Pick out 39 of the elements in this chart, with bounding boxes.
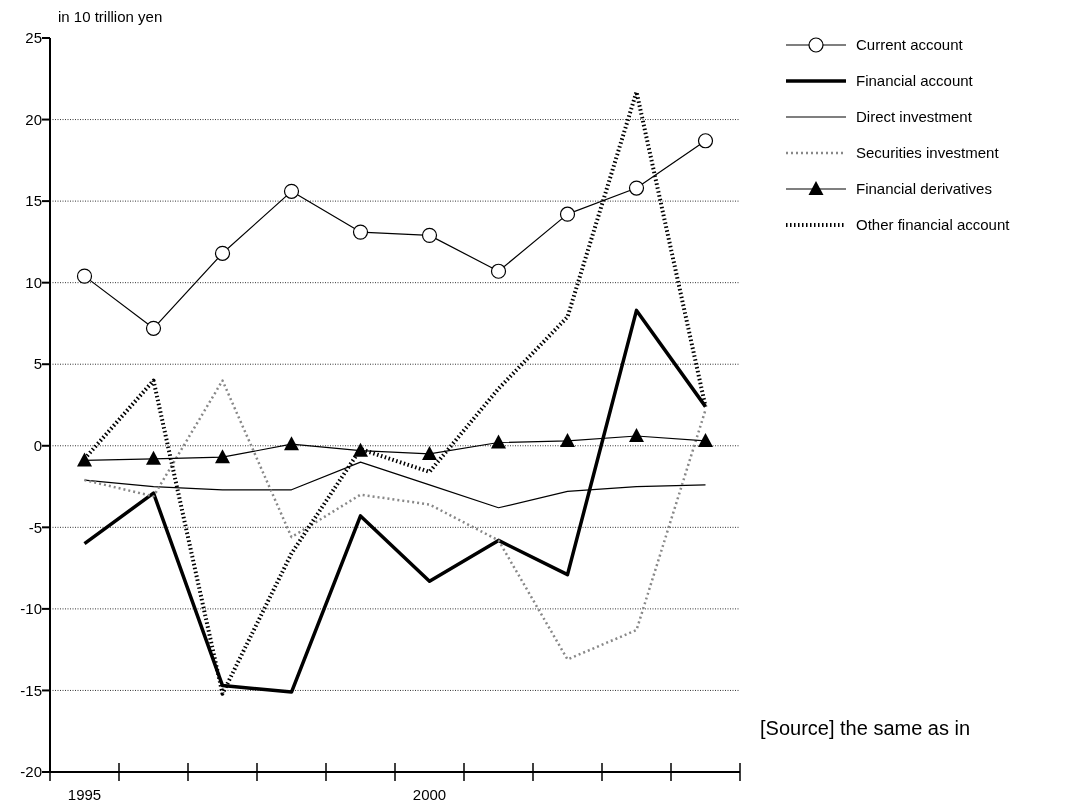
- point: [214, 245, 231, 261]
- point: [284, 436, 299, 451]
- point: [421, 227, 438, 243]
- x-tick-label: 2000: [412, 786, 447, 803]
- point: [628, 180, 645, 196]
- y-tick-label: -5: [28, 518, 42, 536]
- y-tick-label: -20: [20, 763, 42, 781]
- legend-label: Other financial account: [856, 216, 1011, 234]
- point: [422, 445, 437, 460]
- point: [215, 449, 230, 464]
- text: [Source] the same as in: [760, 717, 971, 739]
- y-tick-label: 5: [33, 355, 42, 373]
- point: [629, 427, 644, 442]
- point: [697, 133, 714, 149]
- y-axis-title: in 10 trillion yen: [58, 8, 163, 25]
- legend-label: Financial account: [856, 72, 974, 90]
- legend-label: Financial derivatives: [856, 180, 992, 198]
- point: [490, 263, 507, 279]
- point: [76, 268, 93, 284]
- legend-label: Current account: [856, 36, 964, 54]
- point: [559, 206, 576, 222]
- y-tick-label: 25: [25, 29, 42, 47]
- y-tick-label: -10: [20, 600, 42, 618]
- point: [145, 320, 162, 336]
- point: [698, 432, 713, 447]
- point: [352, 224, 369, 240]
- point: [146, 450, 161, 465]
- legend-label: Direct investment: [856, 108, 973, 126]
- line-series: [83, 379, 707, 661]
- x-tick-label: 1995: [67, 786, 102, 803]
- y-tick-label: 20: [25, 110, 42, 128]
- y-tick-label: 15: [25, 192, 42, 210]
- point: [560, 432, 575, 447]
- point: [491, 434, 506, 449]
- y-tick-label: 10: [25, 273, 42, 291]
- legend-label: Securities investment: [856, 144, 1000, 162]
- y-tick-label: -15: [20, 681, 42, 699]
- y-tick-label: 0: [33, 437, 42, 455]
- point: [283, 183, 300, 199]
